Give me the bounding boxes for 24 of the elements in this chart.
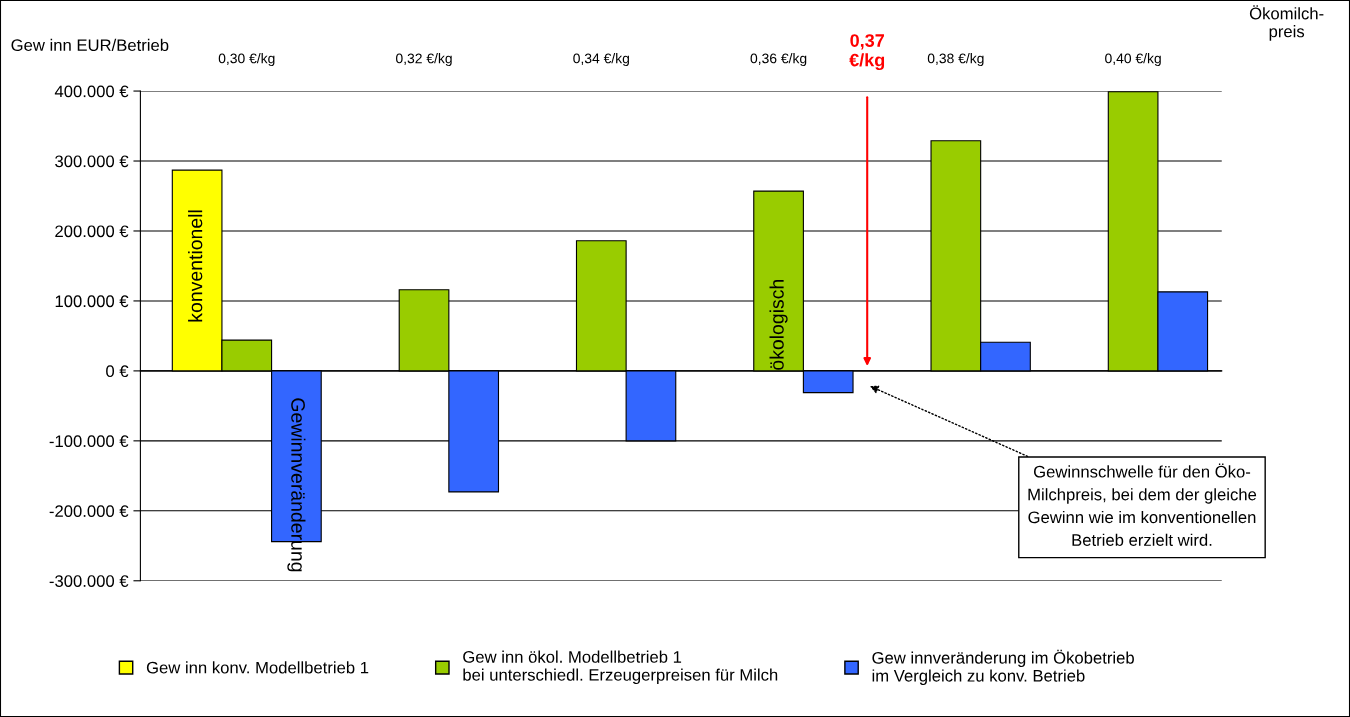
legend-label: Gew inn konv. Modellbetrieb 1 [146,661,369,674]
y-tick-label: -300.000 € [49,575,129,587]
y-tick-label: -200.000 € [49,505,129,518]
annotation: konventionell [188,210,203,322]
x-tick-label: 0,32 €/kg [396,53,452,67]
y-tick-label: 200.000 € [55,225,129,238]
y-tick-label: 300.000 € [55,155,129,168]
x-tick-label: 0,34 €/kg [573,53,629,67]
annotation: Gewinnschwelle für den Öko- Milchpreis, bei dem der gleiche Gewinn wie im konventionellen Betrieb erzielt wird. [1028,463,1257,546]
y-axis-title: Gew inn EUR/Betrieb [11,38,169,52]
y-tick-label: 100.000 € [55,295,129,308]
annotation: Gewinnveränderung [287,398,306,572]
text: 0,37 €/kg [849,34,885,71]
x-tick-label: 0,36 €/kg [750,53,807,67]
y-tick-label: 400.000 € [54,85,129,98]
x-tick-label: 0,30 €/kg [218,53,275,67]
x-axis-title: Ökomilch- preis [1249,5,1324,41]
y-tick-label: 0 € [106,365,129,378]
x-tick-label: 0,40 €/kg [1105,53,1161,67]
legend-label: Gew inn ökol. Modellbetrieb 1 bei unterschiedl. Erzeugerpreisen für Milch [463,650,778,685]
y-tick-label: -100.000 € [49,435,129,448]
annotation: ökologisch [769,280,788,370]
x-tick-label: 0,38 €/kg [927,53,984,67]
legend-label: Gew innveränderung im Ökobetrieb im Vergleich zu konv. Betrieb [872,649,1134,685]
